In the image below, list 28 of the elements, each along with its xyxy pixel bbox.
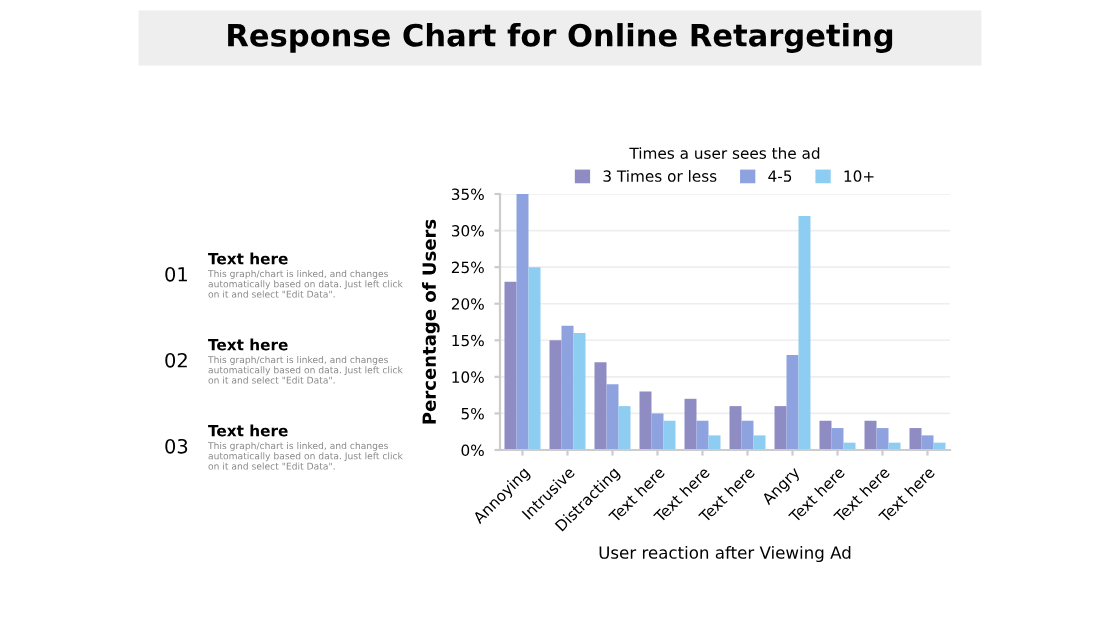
text: 01 <box>165 266 187 282</box>
bar <box>819 420 832 450</box>
x-axis-title: User reaction after Viewing Ad <box>599 545 851 563</box>
bar <box>516 194 529 450</box>
text: 02 <box>165 352 187 368</box>
bar <box>774 406 787 450</box>
bar <box>618 406 631 450</box>
bar <box>594 362 607 450</box>
bar <box>561 325 574 450</box>
bar <box>741 420 754 450</box>
bar <box>528 267 541 450</box>
bar <box>639 391 652 450</box>
bar <box>729 406 742 450</box>
bar <box>708 435 721 450</box>
bar <box>573 332 586 450</box>
text: 03 <box>165 438 188 454</box>
bar <box>921 435 934 450</box>
bar <box>504 281 517 450</box>
bar <box>606 384 619 450</box>
bar <box>651 413 664 450</box>
bar <box>684 398 697 450</box>
bar <box>786 354 799 450</box>
bar <box>549 340 562 450</box>
bar <box>831 428 844 450</box>
bar <box>798 215 811 450</box>
y-axis-title: Percentage of Users <box>422 219 440 424</box>
bar <box>864 420 877 450</box>
chart-title: Response Chart for Online Retargeting <box>228 23 893 53</box>
